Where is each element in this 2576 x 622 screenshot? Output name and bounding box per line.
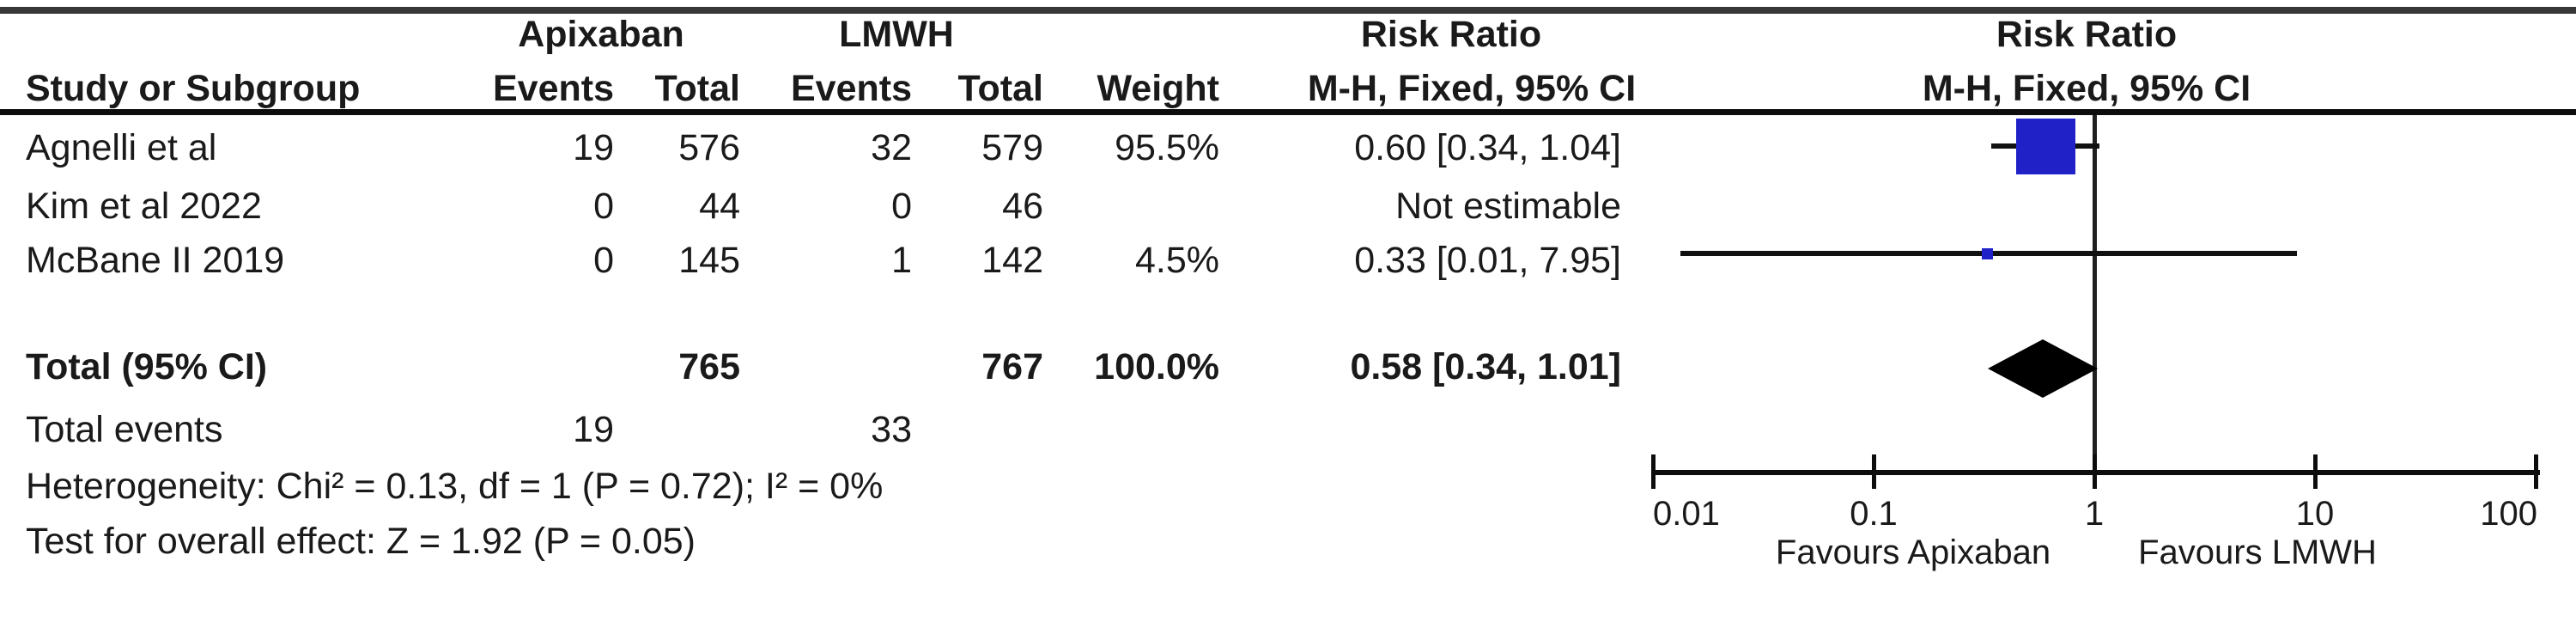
- header-underline: [0, 109, 2576, 115]
- lmwh-events: 0: [891, 186, 912, 227]
- tick-label-100: 100: [2480, 495, 2537, 533]
- overall-effect-note: Test for overall effect: Z = 1.92 (P = 0…: [26, 521, 696, 562]
- header-total-apixaban: Total: [654, 68, 740, 109]
- top-border-line: [0, 7, 2576, 14]
- total-label: Total (95% CI): [26, 346, 268, 387]
- rr-ci-value: Not estimable: [1395, 186, 1621, 227]
- total-rr-ci: 0.58 [0.34, 1.01]: [1350, 346, 1621, 387]
- rr-ci-value: 0.60 [0.34, 1.04]: [1354, 127, 1621, 168]
- weight-value: 95.5%: [1115, 127, 1219, 168]
- axis-tick: [2313, 454, 2318, 489]
- apixaban-total: 145: [678, 240, 740, 281]
- heterogeneity-note: Heterogeneity: Chi² = 0.13, df = 1 (P = …: [26, 466, 884, 507]
- header-group-apixaban: Apixaban: [518, 14, 684, 55]
- apixaban-total: 576: [678, 127, 740, 168]
- rr-ci-value: 0.33 [0.01, 7.95]: [1354, 240, 1621, 281]
- weight-value: 4.5%: [1134, 240, 1219, 281]
- total-apixaban-n: 765: [678, 346, 740, 387]
- header-weight: Weight: [1097, 68, 1219, 109]
- study-name: Kim et al 2022: [26, 186, 262, 227]
- axis-tick: [2534, 454, 2538, 489]
- header-group-lmwh: LMWH: [839, 14, 954, 55]
- header-risk-ratio-text-col: Risk Ratio: [1360, 14, 1542, 55]
- axis-tick: [2093, 454, 2097, 489]
- favours-left-label: Favours Apixaban: [1775, 534, 2051, 571]
- study-name: Agnelli et al: [26, 127, 217, 168]
- null-effect-line: [2093, 115, 2097, 473]
- header-risk-ratio-plot-col: Risk Ratio: [1996, 14, 2178, 55]
- total-events-apixaban: 19: [573, 409, 614, 450]
- header-mh-plot-col: M-H, Fixed, 95% CI: [1922, 68, 2251, 109]
- total-weight: 100.0%: [1094, 346, 1219, 387]
- favours-right-label: Favours LMWH: [2138, 534, 2377, 571]
- tick-label-1: 1: [2084, 495, 2105, 533]
- study-name: McBane II 2019: [26, 240, 285, 281]
- apixaban-events: 0: [593, 186, 614, 227]
- header-mh-text-col: M-H, Fixed, 95% CI: [1307, 68, 1637, 109]
- point-estimate-square-mcbane: [1982, 248, 1993, 259]
- axis-tick: [1872, 454, 1876, 489]
- header-total-lmwh: Total: [957, 68, 1043, 109]
- total-lmwh-n: 767: [981, 346, 1043, 387]
- tick-label-001: 0.01: [1653, 495, 1720, 533]
- axis-tick: [1651, 454, 1656, 489]
- overall-diamond: [1988, 339, 2098, 398]
- lmwh-total: 579: [981, 127, 1043, 168]
- lmwh-events: 1: [891, 240, 912, 281]
- apixaban-events: 19: [573, 127, 614, 168]
- total-events-lmwh: 33: [871, 409, 912, 450]
- header-study: Study or Subgroup: [26, 68, 361, 109]
- tick-label-01: 0.1: [1850, 495, 1898, 533]
- point-estimate-square-agnelli: [2016, 119, 2075, 174]
- lmwh-events: 32: [871, 127, 912, 168]
- tick-label-10: 10: [2295, 495, 2335, 533]
- lmwh-total: 46: [1002, 186, 1043, 227]
- header-events-lmwh: Events: [790, 68, 912, 109]
- lmwh-total: 142: [981, 240, 1043, 281]
- total-events-label: Total events: [26, 409, 223, 450]
- apixaban-events: 0: [593, 240, 614, 281]
- header-events-apixaban: Events: [492, 68, 614, 109]
- apixaban-total: 44: [699, 186, 740, 227]
